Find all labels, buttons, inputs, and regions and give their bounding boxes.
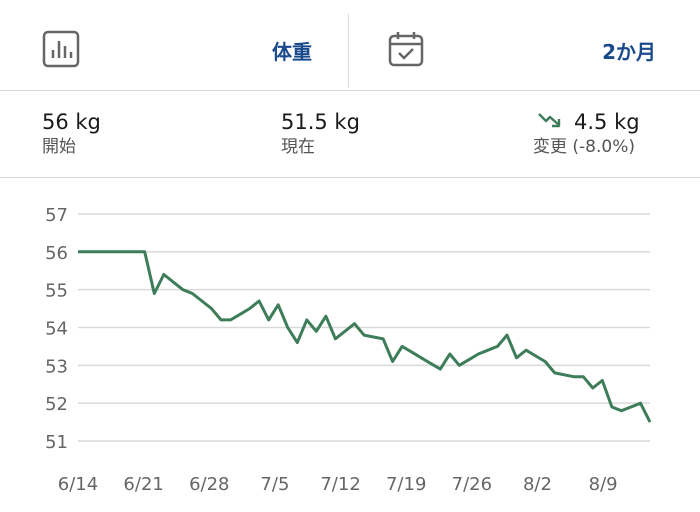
x-tick-label: 6/14: [58, 474, 98, 495]
stats-summary: 56 kg 開始 51.5 kg 現在 4.5 kg 変更 (-8.0%): [0, 91, 700, 178]
range-selector[interactable]: 2か月: [349, 0, 700, 90]
chart-series: [78, 250, 652, 423]
start-weight-label: 開始: [42, 137, 76, 157]
bar-chart-icon: [42, 30, 80, 72]
x-tick-label: 6/21: [123, 474, 163, 495]
x-tick-label: 7/19: [386, 474, 426, 495]
x-axis-ticks: 6/14 6/21 6/28 7/5 7/12 7/19 7/26 8/2 8/9: [58, 474, 618, 495]
calendar-check-icon: [387, 30, 425, 72]
stat-current: 51.5 kg 現在: [281, 109, 360, 159]
x-tick-label: 6/28: [189, 474, 229, 495]
y-tick-label: 55: [45, 281, 68, 302]
y-tick-label: 54: [45, 319, 68, 340]
toolbar: 体重 2か月: [0, 0, 700, 91]
x-tick-label: 7/12: [320, 474, 360, 495]
metric-selector[interactable]: 体重: [0, 0, 348, 90]
weight-line-chart: 57 56 55 54 53 52 51 6/14 6/21 6/28 7/5 7/12 7/19 7/…: [45, 205, 652, 495]
current-weight-value: 51.5 kg: [281, 110, 360, 134]
x-tick-label: 7/26: [452, 474, 492, 495]
start-weight-value: 56 kg: [42, 110, 101, 134]
range-label: 2か月: [602, 40, 656, 64]
y-tick-label: 57: [45, 205, 68, 226]
change-value-row: 4.5 kg: [533, 109, 640, 135]
chart-grid: [78, 213, 650, 442]
metric-label: 体重: [272, 40, 312, 64]
x-tick-label: 7/5: [260, 474, 289, 495]
current-weight-label: 現在: [281, 137, 315, 157]
change-weight-label: 変更 (-8.0%): [533, 137, 635, 157]
stat-change: 4.5 kg 変更 (-8.0%): [533, 109, 640, 159]
x-tick-label: 8/2: [523, 474, 552, 495]
change-weight-value: 4.5 kg: [574, 110, 640, 134]
y-axis-ticks: 57 56 55 54 53 52 51: [45, 205, 68, 453]
y-tick-label: 56: [45, 243, 68, 264]
y-tick-label: 51: [45, 432, 68, 453]
stat-start: 56 kg 開始: [42, 109, 101, 159]
y-tick-label: 52: [45, 394, 68, 415]
y-tick-label: 53: [45, 356, 68, 377]
x-tick-label: 8/9: [589, 474, 618, 495]
weight-series-line: [78, 250, 652, 423]
trending-down-icon: [538, 109, 562, 135]
toolbar-divider: [348, 14, 349, 88]
